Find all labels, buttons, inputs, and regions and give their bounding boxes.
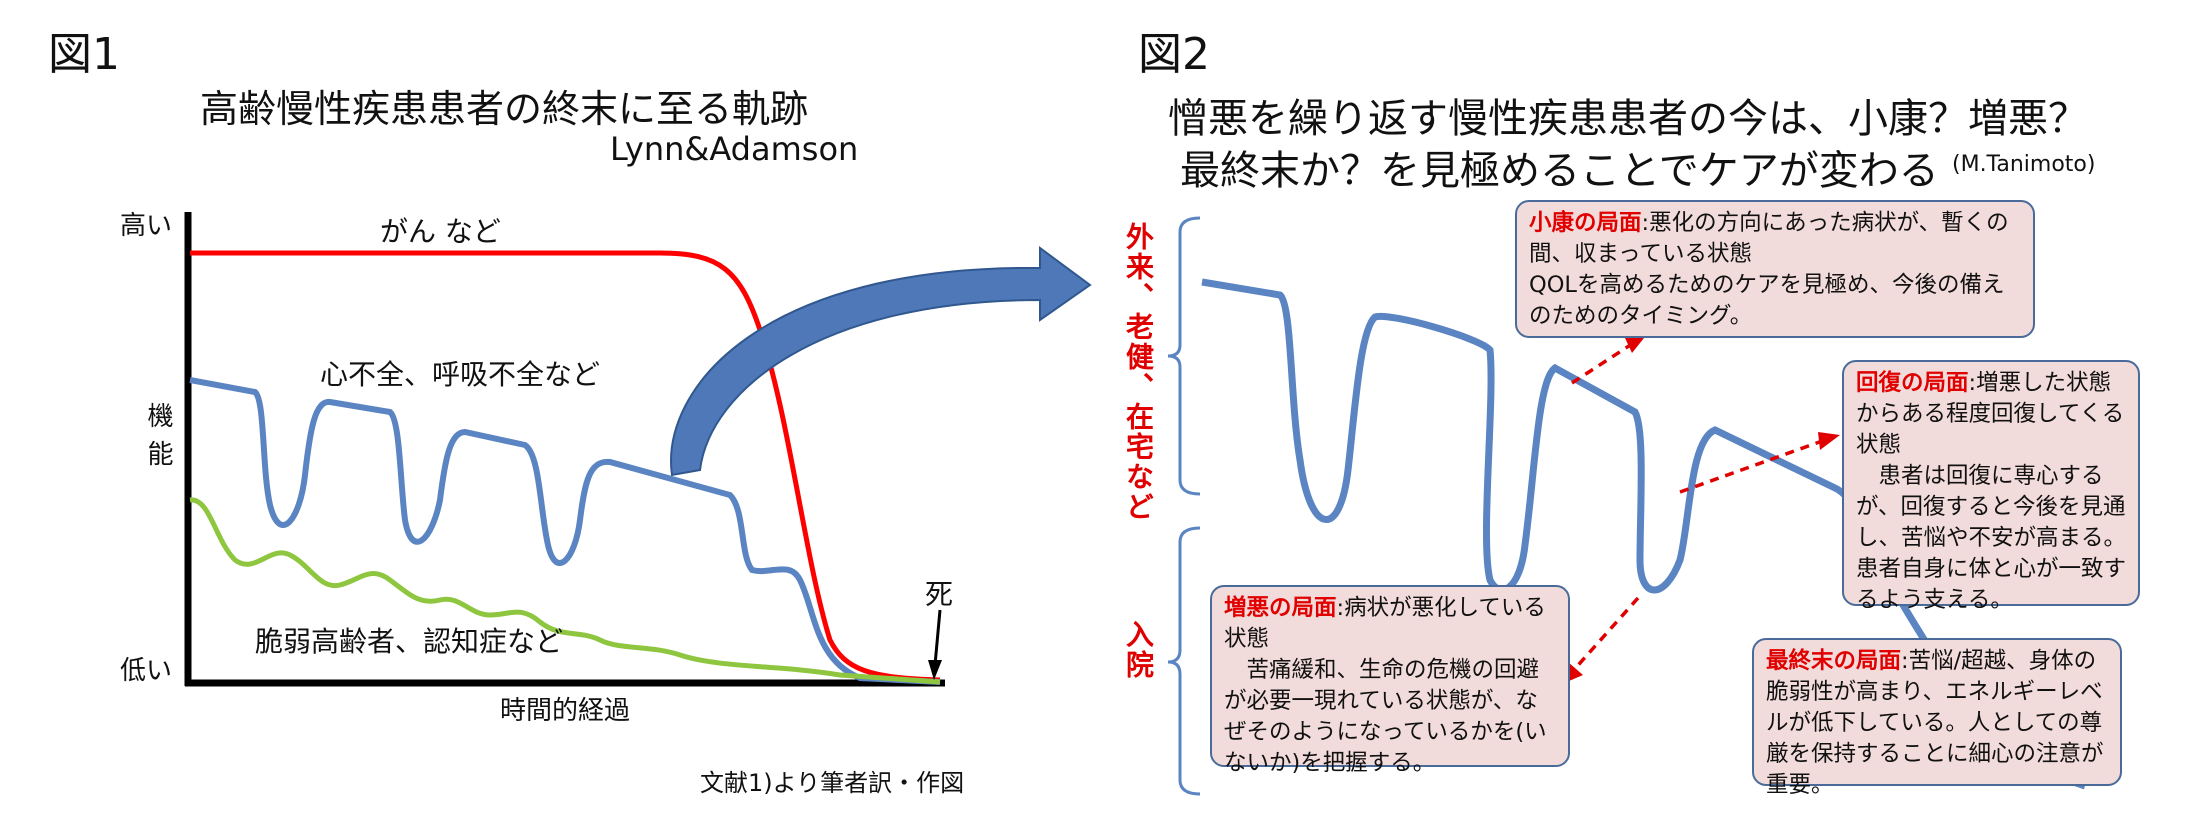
- fig1-organ-label: 心不全、呼吸不全など: [320, 358, 601, 391]
- fig1-organ-curve: [189, 377, 941, 685]
- box-exacerbation-body2: 苦痛緩和、生命の危機の回避が必要一現れている状態が、なぜそのようになっているかを…: [1224, 657, 1547, 776]
- fig1-frail-curve: [189, 497, 941, 685]
- fig1-frail-label: 脆弱高齢者、認知症など: [255, 625, 564, 658]
- box-terminal: 最終末の局面:苦悩/超越、身体の脆弱性が高まり、エネルギーレベルが低下している。…: [1752, 638, 2122, 798]
- fig1-cancer-curve: [190, 250, 941, 683]
- fig1-y-high: 高い: [120, 211, 173, 241]
- fig1-source: 文献1)より筆者訳・作図: [700, 769, 965, 797]
- box-exacerbation-body: :病状が悪化している状態: [1224, 595, 1546, 652]
- fig1-y-label: 機能: [143, 402, 173, 478]
- box-recovery-head: 回復の局面: [1856, 370, 1969, 396]
- side-label-inpatient: 入院: [1122, 620, 1155, 680]
- box-terminal-head: 最終末の局面: [1766, 648, 1902, 674]
- fig2-title-credit: (M.Tanimoto): [1952, 152, 2096, 177]
- brace-inpatient: [1167, 526, 1201, 796]
- brace-outpatient: [1167, 216, 1201, 496]
- box-exacerbation: 増悪の局面:病状が悪化している状態 苦痛緩和、生命の危機の回避が必要一現れている…: [1210, 585, 1570, 776]
- fig1-label: 図1: [48, 29, 120, 80]
- box-recovery: 回復の局面:増悪した状態からある程度回復してくる状態 患者は回復に専心するが、回…: [1842, 360, 2140, 613]
- box-recovery-body2: 患者は回復に専心するが、回復すると今後を見通し、苦悩や不安が高まる。患者自身に体…: [1856, 463, 2127, 613]
- fig2-label: 図2: [1138, 29, 1210, 80]
- box-remission-body: :悪化の方向にあった病状が、暫くの間、収まっている状態: [1529, 210, 2009, 267]
- connector-remission: [1571, 340, 1636, 385]
- fig1-death-label: 死: [925, 578, 954, 611]
- fig1-author: Lynn&Adamson: [610, 130, 859, 168]
- fig1-x-label: 時間的経過: [500, 696, 631, 726]
- side-label-outpatient: 外来、老健、在宅など: [1122, 222, 1155, 522]
- fig2-title-line1: 憎悪を繰り返す慢性疾患患者の今は、小康？増悪？: [1168, 96, 2088, 142]
- fig1-title: 高齢慢性疾患患者の終末に至る軌跡: [200, 87, 809, 131]
- box-exacerbation-head: 増悪の局面: [1224, 595, 1337, 621]
- transition-arrow: [670, 246, 1092, 477]
- connector-recovery: [1679, 438, 1826, 494]
- fig2-title-line2: 最終末か？を見極めることでケアが変わる: [1180, 148, 1939, 194]
- fig1-cancer-label: がん など: [380, 215, 501, 248]
- box-terminal-body: :苦悩/超越、身体の脆弱性が高まり、エネルギーレベルが低下している。人としての尊…: [1766, 648, 2104, 798]
- connector-exacerbation: [1570, 596, 1640, 674]
- fig1-y-low: 低い: [120, 656, 173, 686]
- box-remission-head: 小康の局面: [1529, 210, 1642, 236]
- box-recovery-body: :増悪した状態からある程度回復してくる状態: [1856, 370, 2125, 458]
- box-remission: 小康の局面:悪化の方向にあった病状が、暫くの間、収まっている状態 QOLを高める…: [1515, 200, 2035, 338]
- box-remission-body2: QOLを高めるためのケアを見極め、今後の備えのためのタイミング。: [1529, 272, 2005, 329]
- fig1-death-arrow: [933, 609, 942, 666]
